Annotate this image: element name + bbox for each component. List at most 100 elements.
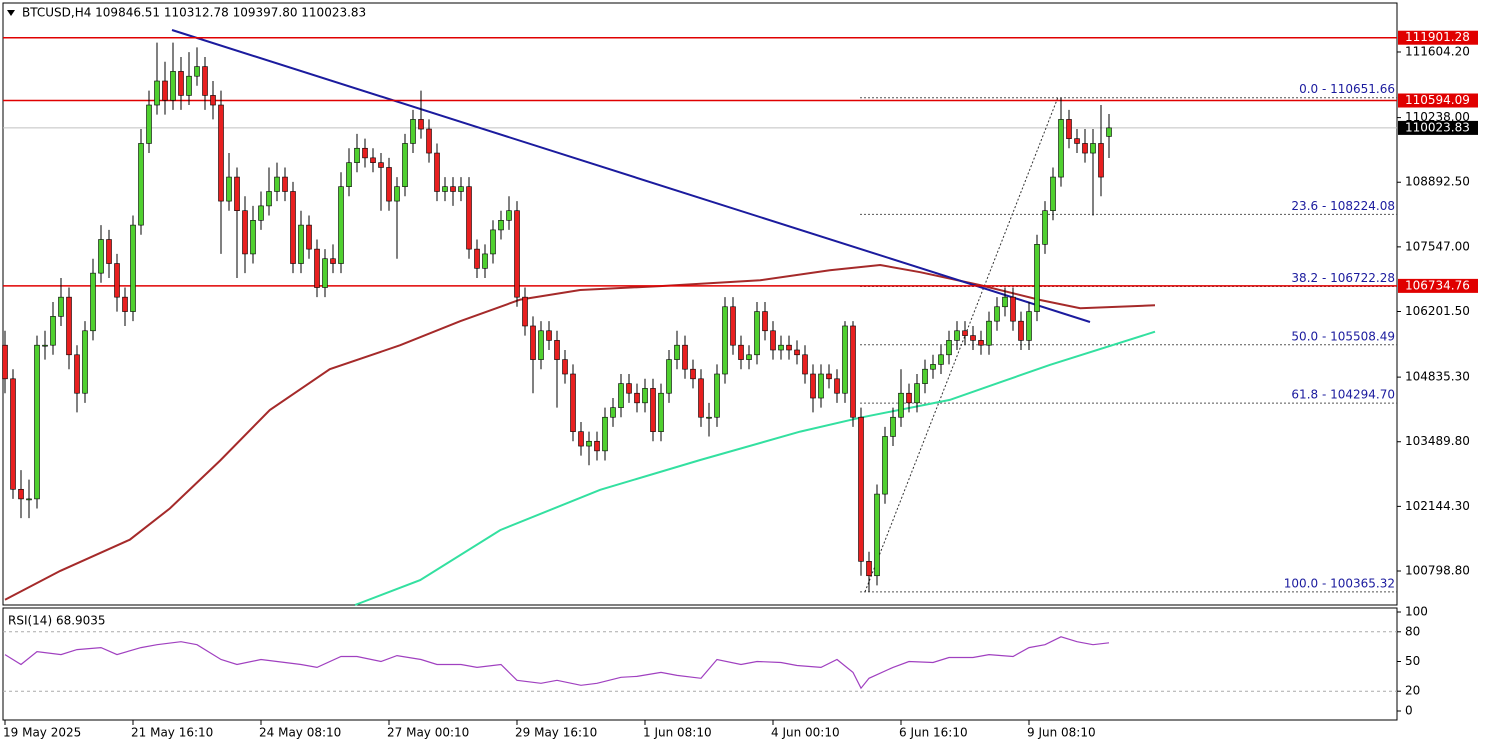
candle-body xyxy=(330,258,336,264)
candle-body xyxy=(1106,127,1112,137)
candle-body xyxy=(506,210,512,221)
level-box xyxy=(1398,278,1478,293)
candle-body xyxy=(386,167,392,202)
candle-body xyxy=(346,162,352,187)
indicator-line xyxy=(171,29,1091,323)
candle-body xyxy=(978,340,984,346)
candle-body xyxy=(154,80,160,106)
candle-body xyxy=(906,392,912,404)
candle-body xyxy=(1034,244,1040,312)
price-panel xyxy=(2,2,1398,606)
x-tick-label: 19 May 2025 xyxy=(3,726,81,740)
rsi-tick-label: 80 xyxy=(1405,624,1420,638)
candle-body xyxy=(634,392,640,404)
candle-body xyxy=(626,383,632,394)
candle-body xyxy=(642,388,648,404)
candle-body xyxy=(738,344,744,360)
candle-body xyxy=(490,229,496,255)
level-label: 111901.28 xyxy=(1405,30,1470,44)
y-tick-label: 108892.50 xyxy=(1405,175,1470,189)
x-tick-label: 21 May 16:10 xyxy=(131,726,213,740)
candle-body xyxy=(1098,143,1104,178)
candle-body xyxy=(938,354,944,365)
candle-body xyxy=(122,296,128,312)
candle-body xyxy=(594,440,600,452)
candle-body xyxy=(754,311,760,356)
candle-body xyxy=(1058,119,1064,178)
candle-body xyxy=(714,373,720,418)
candle-body xyxy=(954,330,960,341)
candle-body xyxy=(586,440,592,447)
y-tick-label: 106201.50 xyxy=(1405,304,1470,318)
candle-body xyxy=(258,205,264,221)
candle-body xyxy=(410,119,416,144)
candle-body xyxy=(2,344,8,380)
candle-body xyxy=(362,147,368,159)
candle-body xyxy=(930,364,936,370)
candle-body xyxy=(706,416,712,419)
candle-body xyxy=(682,344,688,370)
fib-label: 0.0 - 110651.66 xyxy=(1299,82,1395,96)
candle-body xyxy=(202,66,208,96)
candle-body xyxy=(674,344,680,360)
indicator-line xyxy=(354,330,1156,606)
candle-body xyxy=(474,248,480,269)
level-box xyxy=(1398,30,1478,45)
candle-body xyxy=(138,143,144,226)
candle-body xyxy=(1010,296,1016,322)
candle-body xyxy=(498,220,504,231)
candle-body xyxy=(970,335,976,341)
candle-body xyxy=(818,373,824,399)
candle-body xyxy=(946,340,952,356)
candle-body xyxy=(402,143,408,187)
candle-body xyxy=(1026,311,1032,341)
candle-body xyxy=(1018,320,1024,341)
candle-body xyxy=(66,296,72,356)
candle-body xyxy=(298,224,304,264)
candle-body xyxy=(746,354,752,360)
menu-arrow[interactable] xyxy=(7,10,15,16)
candle-body xyxy=(658,392,664,432)
candle-body xyxy=(762,311,768,332)
candle-body xyxy=(42,344,48,347)
candle-body xyxy=(834,378,840,394)
candle-body xyxy=(74,354,80,394)
candle-body xyxy=(546,330,552,341)
rsi-line xyxy=(4,636,1110,690)
candle-body xyxy=(58,296,64,317)
candle-body xyxy=(146,104,152,144)
fib-label: 50.0 - 105508.49 xyxy=(1291,329,1395,343)
candle-body xyxy=(442,186,448,192)
candle-body xyxy=(778,344,784,351)
x-tick-label: 24 May 08:10 xyxy=(259,726,341,740)
y-tick-label: 104835.30 xyxy=(1405,370,1470,384)
candle-body xyxy=(314,248,320,288)
candle-body xyxy=(522,296,528,327)
price-label: 110023.83 xyxy=(1405,120,1470,134)
candle-body xyxy=(1090,143,1096,154)
candle-body xyxy=(10,378,16,490)
candle-body xyxy=(698,378,704,418)
rsi-tick-label: 0 xyxy=(1405,704,1413,718)
candle-body xyxy=(178,71,184,96)
candle-body xyxy=(210,95,216,106)
candle-body xyxy=(130,224,136,312)
candle-body xyxy=(370,157,376,163)
candle-body xyxy=(1074,138,1080,144)
candle-body xyxy=(482,253,488,269)
candle-body xyxy=(170,71,176,101)
candle-body xyxy=(874,493,880,577)
candle-body xyxy=(562,359,568,375)
candle-body xyxy=(458,186,464,192)
candle-body xyxy=(90,272,96,332)
candle-body xyxy=(234,176,240,211)
candle-body xyxy=(882,436,888,495)
x-tick-label: 4 Jun 00:10 xyxy=(771,726,840,740)
candle-body xyxy=(26,498,32,501)
candle-body xyxy=(730,306,736,346)
candle-body xyxy=(466,186,472,250)
candle-body xyxy=(554,340,560,360)
candle-body xyxy=(306,224,312,250)
candle-body xyxy=(602,416,608,452)
